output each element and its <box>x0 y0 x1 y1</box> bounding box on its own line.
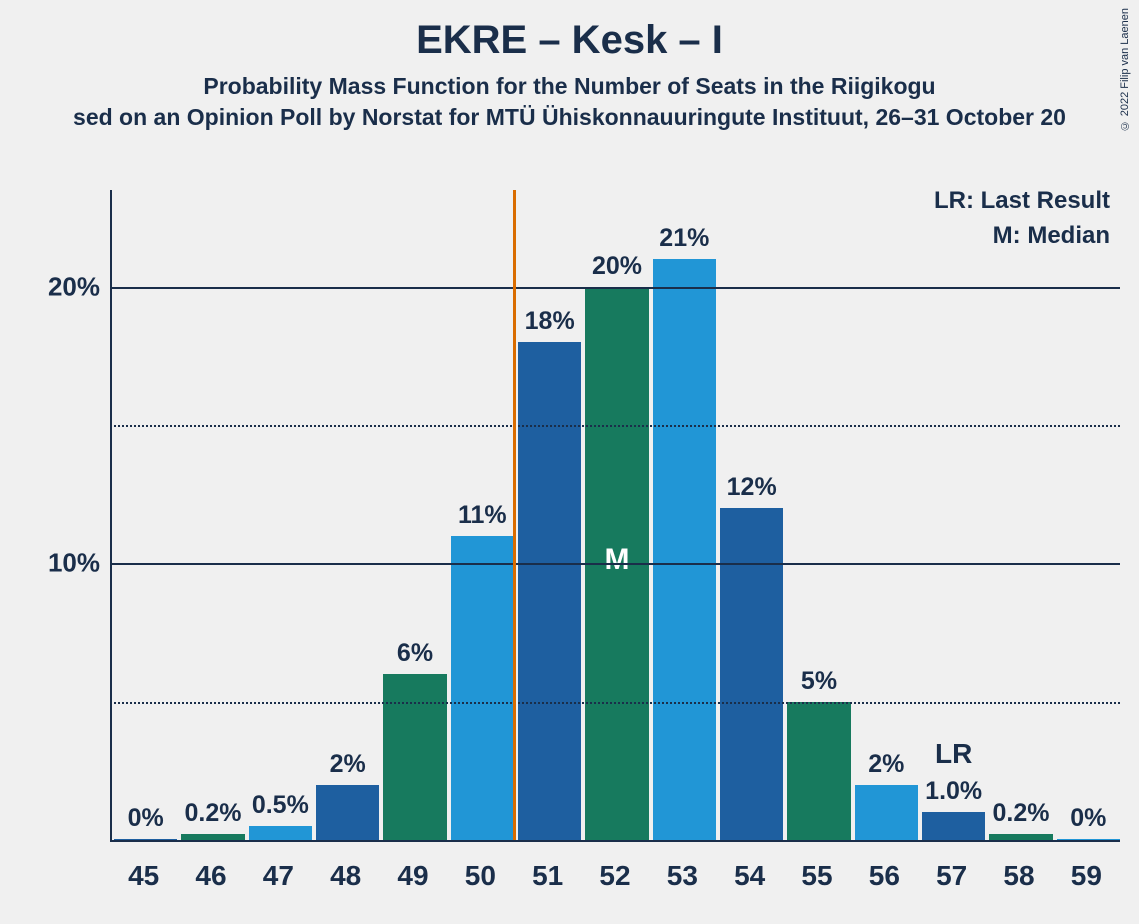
bar-label: 1.0% <box>925 777 982 806</box>
chart-source: sed on an Opinion Poll by Norstat for MT… <box>0 104 1139 131</box>
x-tick-label: 59 <box>1071 860 1102 892</box>
x-tick-label: 47 <box>263 860 294 892</box>
x-tick-label: 45 <box>128 860 159 892</box>
x-tick-label: 54 <box>734 860 765 892</box>
grid-minor <box>110 702 1120 704</box>
x-tick-label: 58 <box>1003 860 1034 892</box>
copyright-text: © 2022 Filip van Laenen <box>1119 8 1131 131</box>
bar-label: 5% <box>801 667 837 696</box>
y-tick-label: 10% <box>30 548 100 579</box>
x-tick-label: 57 <box>936 860 967 892</box>
grid-minor <box>110 425 1120 427</box>
legend-m: M: Median <box>934 219 1110 254</box>
bar-label: 0.2% <box>184 799 241 828</box>
bar-56: 2% <box>855 785 918 840</box>
title-block: EKRE – Kesk – I Probability Mass Functio… <box>0 0 1139 131</box>
x-tick-label: 56 <box>869 860 900 892</box>
bar-label: 2% <box>868 750 904 779</box>
bar-57: 1.0% <box>922 812 985 840</box>
bar-label: 0% <box>1070 804 1106 833</box>
bar-55: 5% <box>787 702 850 840</box>
lr-marker: LR <box>935 738 972 770</box>
bar-label: 20% <box>592 252 642 281</box>
chart-subtitle: Probability Mass Function for the Number… <box>0 73 1139 100</box>
chart-title: EKRE – Kesk – I <box>0 18 1139 63</box>
plot-area: LR: Last Result M: Median 0%0.2%0.5%2%6%… <box>110 190 1120 840</box>
x-tick-label: 46 <box>195 860 226 892</box>
x-tick-label: 51 <box>532 860 563 892</box>
bar-54: 12% <box>720 508 783 840</box>
bar-50: 11% <box>451 536 514 840</box>
x-tick-label: 53 <box>667 860 698 892</box>
bar-label: 0.2% <box>992 799 1049 828</box>
bar-label: 0.5% <box>252 791 309 820</box>
bar-53: 21% <box>653 259 716 840</box>
x-tick-label: 50 <box>465 860 496 892</box>
bar-48: 2% <box>316 785 379 840</box>
x-tick-label: 48 <box>330 860 361 892</box>
bar-label: 21% <box>659 224 709 253</box>
y-tick-label: 20% <box>30 271 100 302</box>
bar-51: 18% <box>518 342 581 840</box>
x-tick-label: 49 <box>397 860 428 892</box>
grid-major <box>110 287 1120 289</box>
chart-area: LR: Last Result M: Median 0%0.2%0.5%2%6%… <box>0 170 1139 924</box>
bar-label: 0% <box>128 804 164 833</box>
bar-label: 6% <box>397 639 433 668</box>
legend: LR: Last Result M: Median <box>934 184 1110 254</box>
x-tick-label: 55 <box>801 860 832 892</box>
bar-49: 6% <box>383 674 446 840</box>
bar-label: 11% <box>458 501 507 530</box>
grid-major <box>110 563 1120 565</box>
x-axis: 454647484950515253545556575859 <box>110 840 1120 842</box>
legend-lr: LR: Last Result <box>934 184 1110 219</box>
bar-label: 2% <box>330 750 366 779</box>
median-marker: M <box>604 543 629 577</box>
bar-label: 18% <box>525 307 575 336</box>
bar-label: 12% <box>727 473 777 502</box>
bar-47: 0.5% <box>249 826 312 840</box>
majority-threshold-line <box>513 190 516 840</box>
x-tick-label: 52 <box>599 860 630 892</box>
